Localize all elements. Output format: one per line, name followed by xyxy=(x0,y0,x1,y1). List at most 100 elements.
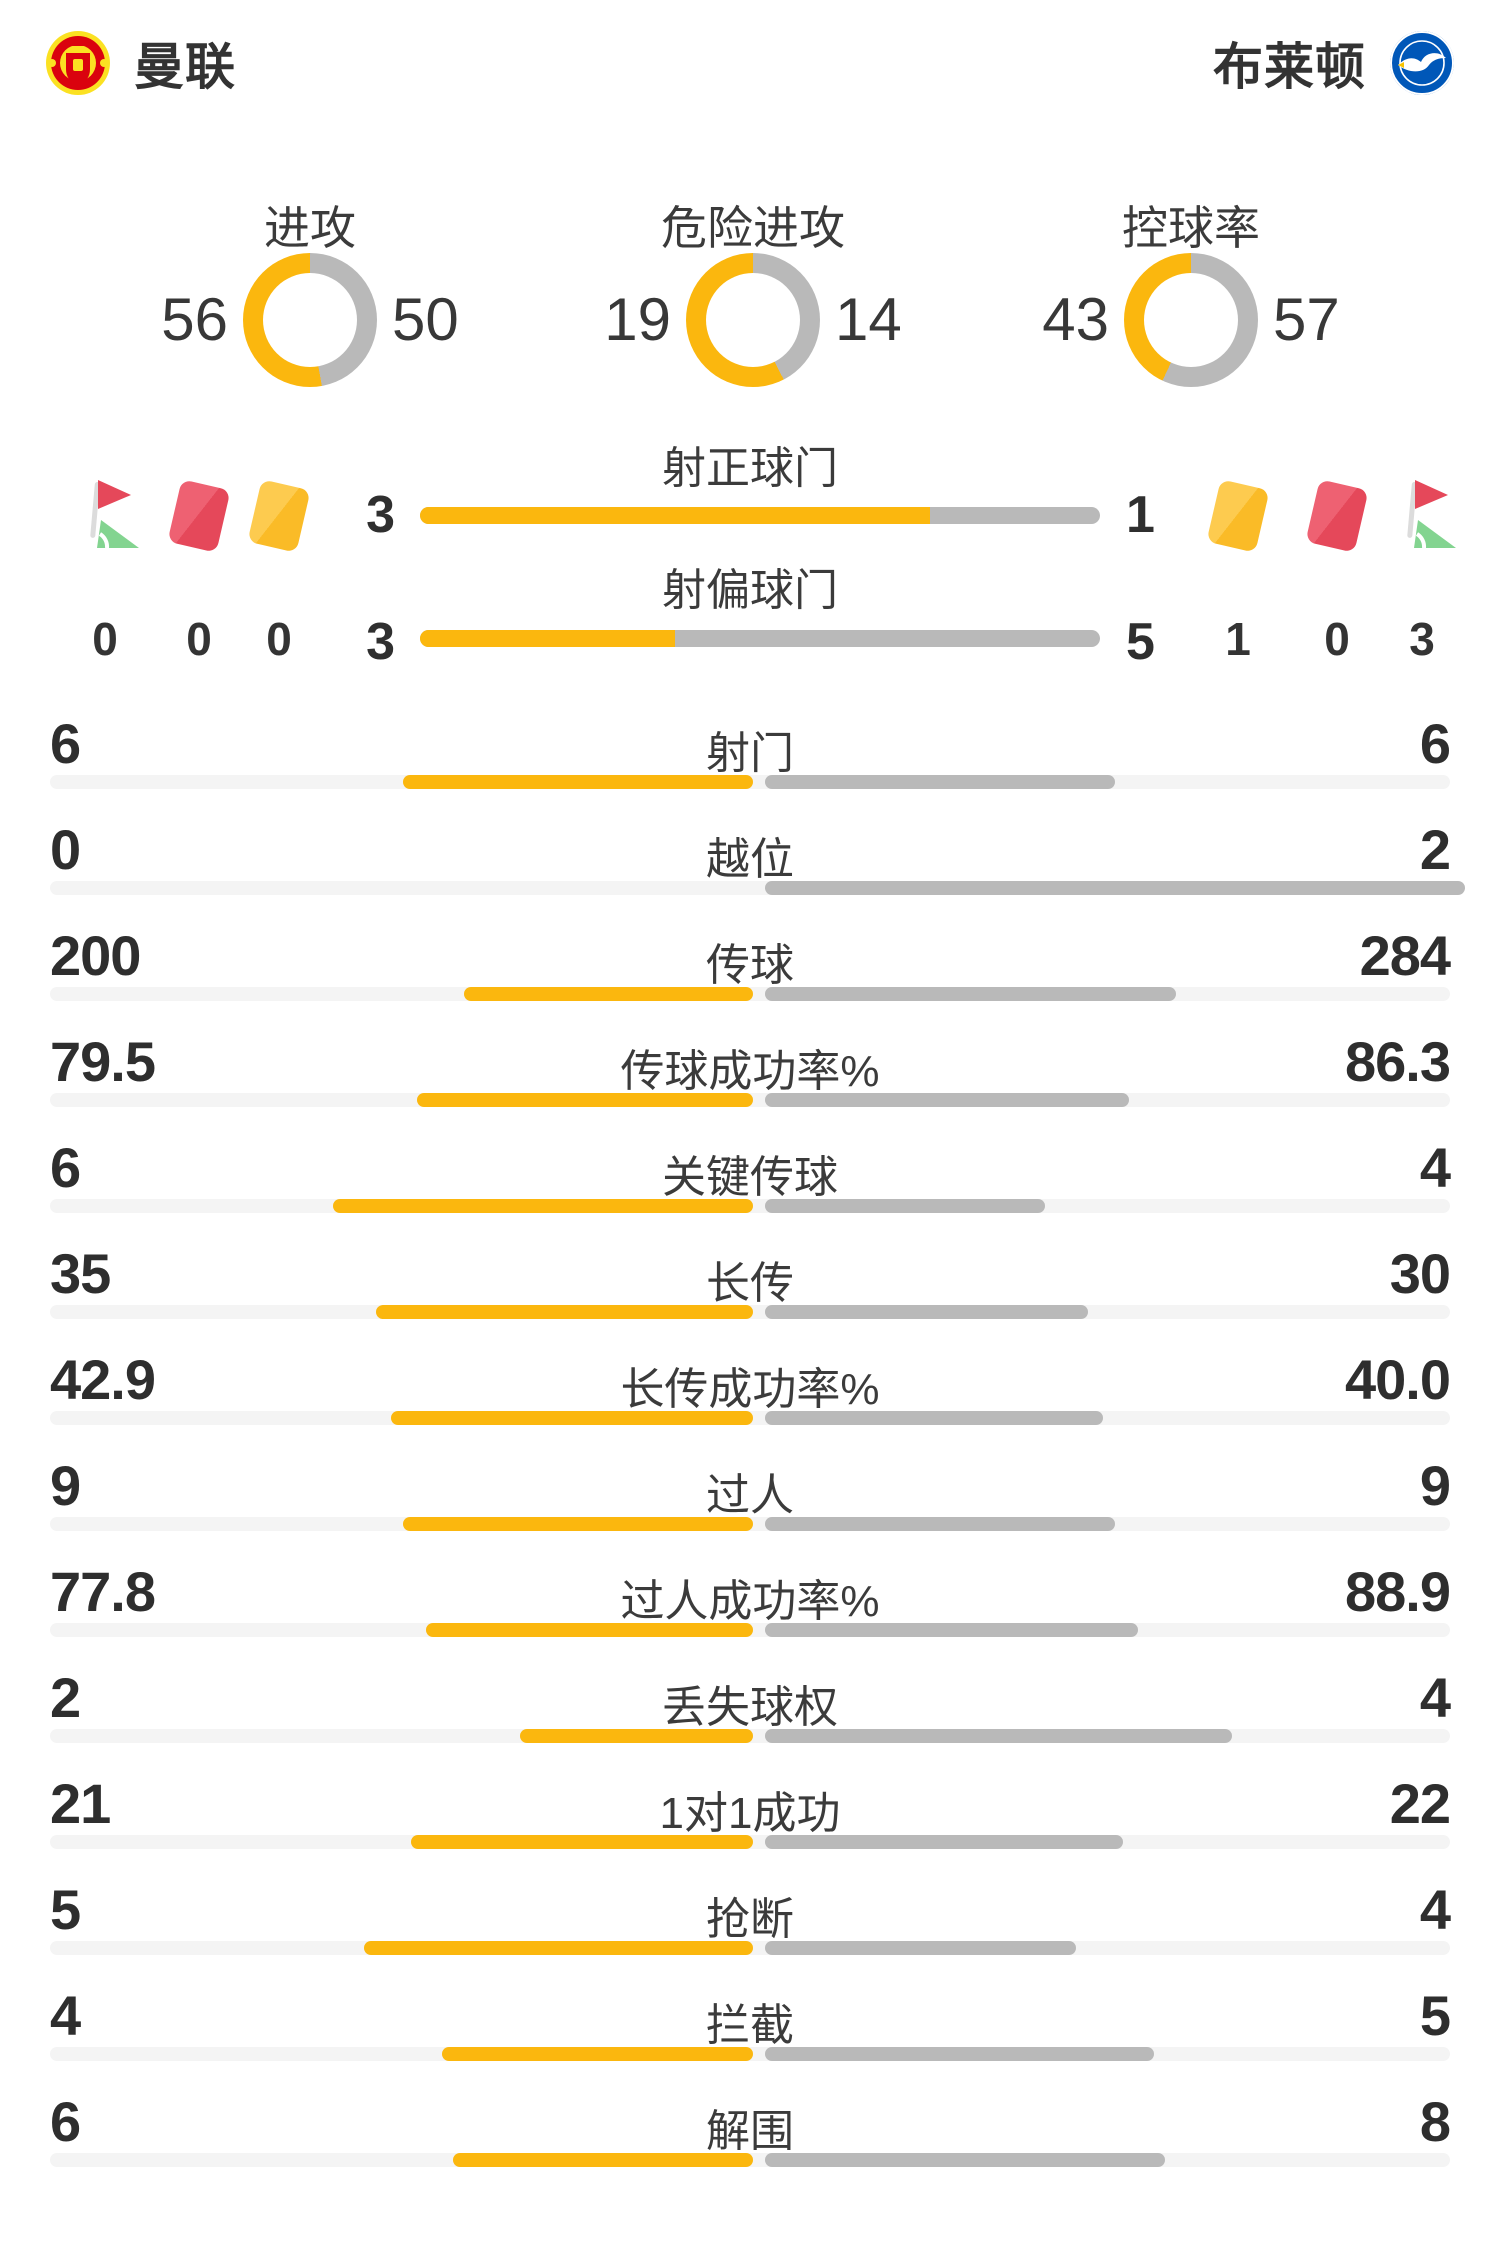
donut-attacks-away-value: 50 xyxy=(392,286,459,353)
home-team: 曼联 xyxy=(44,26,236,100)
away-corner-flag-icon xyxy=(1407,480,1456,549)
donut-possession-home-value: 43 xyxy=(1042,286,1109,353)
stat-label: 丢失球权 xyxy=(662,1683,838,1732)
shots-on-target-home-bar xyxy=(420,507,930,524)
stat-home-value: 79.5 xyxy=(50,1030,156,1093)
stat-row: 6 解围 8 xyxy=(0,2065,1500,2171)
stat-row: 77.8 过人成功率% 88.9 xyxy=(0,1535,1500,1641)
stat-away-bar xyxy=(765,1305,1088,1319)
stat-away-value: 86.3 xyxy=(1345,1030,1451,1093)
stat-away-value: 4 xyxy=(1419,1136,1451,1199)
stat-away-bar xyxy=(765,881,1465,895)
stat-row: 42.9 长传成功率% 40.0 xyxy=(0,1323,1500,1429)
stat-home-bar xyxy=(403,775,753,789)
stat-label: 传球成功率% xyxy=(620,1047,880,1096)
stat-home-value: 9 xyxy=(50,1454,81,1517)
shots-off-target-away-value: 5 xyxy=(1126,613,1155,671)
stat-home-bar xyxy=(333,1199,753,1213)
stat-row: 21 1对1成功 22 xyxy=(0,1747,1500,1853)
header: 曼联 布莱顿 xyxy=(0,26,1500,100)
home-corner-flag-icon xyxy=(90,480,139,549)
stat-home-bar xyxy=(442,2047,753,2061)
stat-row: 35 长传 30 xyxy=(0,1217,1500,1323)
donut-attacks-ring xyxy=(243,253,377,387)
stat-home-bar xyxy=(411,1835,753,1849)
stat-label: 射门 xyxy=(706,729,794,778)
stat-away-value: 6 xyxy=(1419,712,1451,775)
stat-home-bar xyxy=(364,1941,753,1955)
donut-dangerous-attacks: 危险进攻 19 14 xyxy=(523,192,983,460)
shots-on-target-away-value: 1 xyxy=(1126,486,1155,544)
stat-home-value: 200 xyxy=(50,924,141,987)
stat-row: 200 传球 284 xyxy=(0,899,1500,1005)
stat-row: 0 越位 2 xyxy=(0,793,1500,899)
shots-off-target-home-value: 3 xyxy=(366,613,395,671)
donut-dangerous-attacks-home-value: 19 xyxy=(604,286,671,353)
stat-label: 长传成功率% xyxy=(620,1365,880,1414)
stat-home-bar xyxy=(426,1623,753,1637)
stat-home-value: 35 xyxy=(50,1242,111,1305)
stat-away-bar xyxy=(765,1199,1045,1213)
away-red-card-icon xyxy=(1305,479,1369,553)
stat-away-value: 22 xyxy=(1389,1772,1451,1835)
away-team: 布莱顿 xyxy=(1213,26,1456,100)
home-team-name: 曼联 xyxy=(134,39,236,95)
stat-label: 关键传球 xyxy=(662,1153,838,1202)
stat-row: 79.5 传球成功率% 86.3 xyxy=(0,1005,1500,1111)
stat-label: 拦截 xyxy=(706,2001,794,2050)
donut-attacks-home-value: 56 xyxy=(161,286,228,353)
stat-away-bar xyxy=(765,1093,1129,1107)
stat-home-value: 6 xyxy=(50,2090,81,2153)
stat-away-bar xyxy=(765,987,1176,1001)
stat-away-value: 30 xyxy=(1389,1242,1451,1305)
stat-row: 4 拦截 5 xyxy=(0,1959,1500,2065)
shots-on-target-bar xyxy=(420,507,1100,524)
away-team-name: 布莱顿 xyxy=(1213,39,1366,95)
home-yellow-cards-count: 0 xyxy=(266,613,292,665)
stat-home-bar xyxy=(520,1729,753,1743)
stat-away-bar xyxy=(765,775,1115,789)
stat-label: 长传 xyxy=(706,1259,794,1308)
stat-away-value: 4 xyxy=(1419,1666,1451,1729)
brighton-logo-icon xyxy=(1390,31,1454,95)
stat-home-value: 0 xyxy=(50,818,81,881)
stat-label: 越位 xyxy=(706,835,794,884)
shots-on-target-home-value: 3 xyxy=(366,486,395,544)
away-corners-count: 3 xyxy=(1409,613,1435,665)
stat-label: 解围 xyxy=(706,2107,794,2156)
away-yellow-cards-count: 1 xyxy=(1225,613,1251,665)
shots-on-target-title: 射正球门 xyxy=(662,444,838,493)
donut-attacks: 进攻 56 50 xyxy=(80,192,540,460)
stat-home-value: 42.9 xyxy=(50,1348,156,1411)
home-red-cards-count: 0 xyxy=(186,613,212,665)
away-red-cards-count: 0 xyxy=(1324,613,1350,665)
stat-home-bar xyxy=(391,1411,753,1425)
stat-home-bar xyxy=(376,1305,753,1319)
stat-away-value: 284 xyxy=(1359,924,1451,987)
stat-label: 抢断 xyxy=(706,1895,794,1944)
shots-off-target-home-bar xyxy=(420,630,675,647)
stat-row: 9 过人 9 xyxy=(0,1429,1500,1535)
donut-dangerous-attacks-away-value: 14 xyxy=(835,286,902,353)
stat-row: 6 关键传球 4 xyxy=(0,1111,1500,1217)
stat-home-value: 5 xyxy=(50,1878,81,1941)
stat-row: 5 抢断 4 xyxy=(0,1853,1500,1959)
stat-away-value: 4 xyxy=(1419,1878,1451,1941)
stat-away-value: 88.9 xyxy=(1345,1560,1451,1623)
stat-away-value: 5 xyxy=(1419,1984,1451,2047)
stat-label: 1对1成功 xyxy=(659,1789,841,1838)
donut-dangerous-attacks-ring xyxy=(686,253,820,387)
stat-away-bar xyxy=(765,1835,1123,1849)
stat-away-value: 40.0 xyxy=(1345,1348,1451,1411)
stat-home-value: 21 xyxy=(50,1772,111,1835)
donut-possession-title: 控球率 xyxy=(1122,202,1260,254)
stat-home-bar xyxy=(403,1517,753,1531)
donut-dangerous-attacks-title: 危险进攻 xyxy=(661,202,845,254)
stat-label: 传球 xyxy=(706,941,794,990)
stat-away-value: 9 xyxy=(1419,1454,1451,1517)
shots-on-target-row: 3 1 xyxy=(0,470,1500,562)
stat-away-bar xyxy=(765,1941,1076,1955)
stat-away-bar xyxy=(765,2047,1154,2061)
stat-label: 过人 xyxy=(706,1471,794,1520)
stat-home-value: 6 xyxy=(50,1136,81,1199)
